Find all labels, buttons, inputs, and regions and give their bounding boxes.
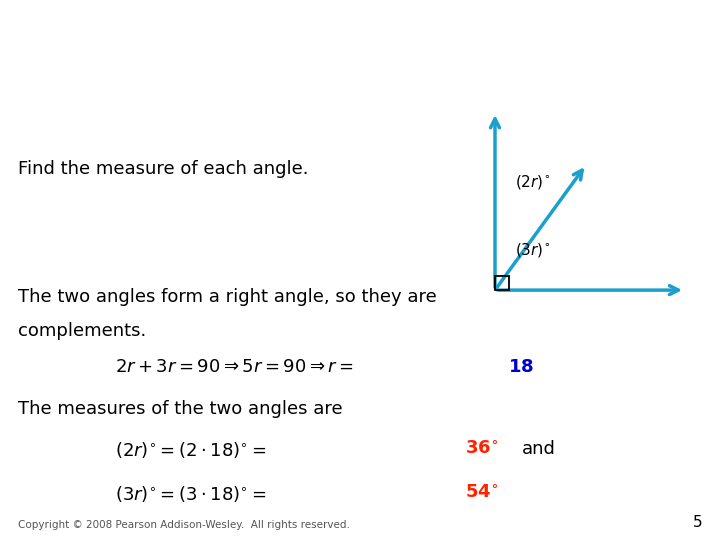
Text: Find the measure of each angle.: Find the measure of each angle. (18, 160, 308, 178)
Text: (page 3): (page 3) (550, 90, 609, 104)
Text: $\mathbf{18}$: $\mathbf{18}$ (508, 358, 534, 376)
Text: $(3r)^{\circ}$: $(3r)^{\circ}$ (515, 241, 550, 259)
Text: $2r + 3r = 90 \Rightarrow 5r = 90 \Rightarrow r = $: $2r + 3r = 90 \Rightarrow 5r = 90 \Right… (115, 358, 354, 376)
Text: Example 2(a): Example 2(a) (42, 19, 175, 37)
Text: $\mathbf{36^{\circ}}$: $\mathbf{36^{\circ}}$ (465, 440, 498, 458)
Text: $\left(2r\right)^{\circ} = \left(2 \cdot 18\right)^{\circ} = $: $\left(2r\right)^{\circ} = \left(2 \cdot… (115, 440, 267, 460)
Text: Supplementary Angles: Supplementary Angles (198, 90, 433, 109)
Text: The two angles form a right angle, so they are: The two angles form a right angle, so th… (18, 288, 437, 306)
Text: and: and (522, 440, 556, 458)
Text: $\left(3r\right)^{\circ} = \left(3 \cdot 18\right)^{\circ} = $: $\left(3r\right)^{\circ} = \left(3 \cdot… (115, 484, 267, 504)
Text: Complementary and: Complementary and (198, 55, 402, 72)
Text: $\mathbf{54^{\circ}}$: $\mathbf{54^{\circ}}$ (465, 484, 498, 502)
Text: complements.: complements. (18, 322, 146, 340)
Text: The measures of the two angles are: The measures of the two angles are (18, 400, 343, 418)
Text: $(2r)^{\circ}$: $(2r)^{\circ}$ (515, 173, 550, 191)
Text: 5: 5 (693, 515, 702, 530)
Text: Finding Measures of: Finding Measures of (179, 19, 390, 37)
Text: 1.1: 1.1 (9, 19, 43, 37)
Text: Copyright © 2008 Pearson Addison-Wesley.  All rights reserved.: Copyright © 2008 Pearson Addison-Wesley.… (18, 520, 350, 530)
